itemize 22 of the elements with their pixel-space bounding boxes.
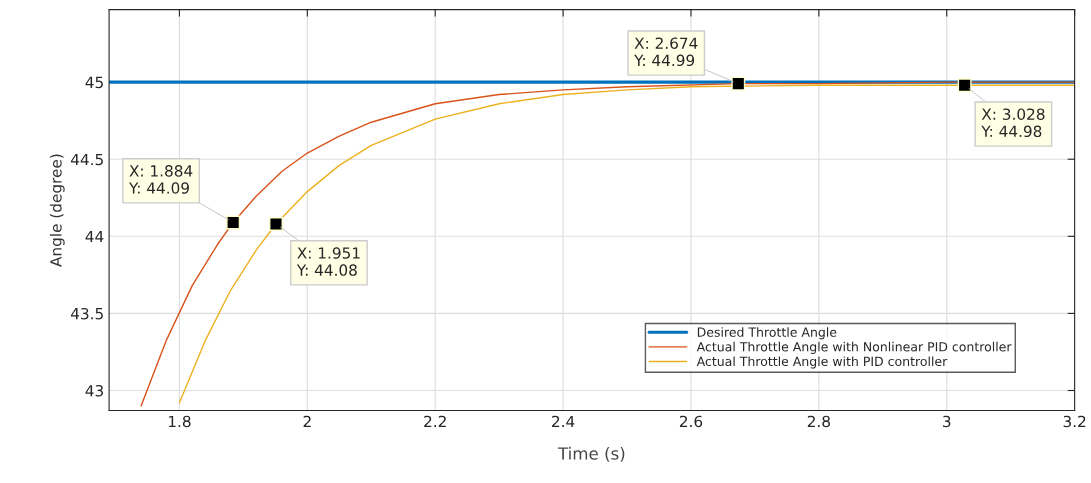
annotation: X: 1.884 Y: 44.09 xyxy=(128,165,193,194)
y-tick-label: 43 xyxy=(85,384,104,397)
x-axis-title: Time (s) xyxy=(557,446,625,462)
x-tick-label: 3 xyxy=(943,415,951,428)
x-tick-label: 2.6 xyxy=(679,415,703,428)
annotation: X: 2.674 Y: 44.99 xyxy=(634,37,698,67)
legend-label: Actual Throttle Angle with Nonlinear PID controller xyxy=(696,341,1012,354)
x-tick-label: 2.8 xyxy=(807,415,830,428)
legend-label: Desired Throttle Angle xyxy=(697,327,837,340)
annotation: X: 3.028 Y: 44.98 xyxy=(981,108,1045,138)
y-tick-label: 43.5 xyxy=(70,307,103,320)
x-tick-label: 2.2 xyxy=(424,415,446,428)
annotation: X: 1.951 Y: 44.08 xyxy=(296,247,360,276)
x-tick-label: 2.4 xyxy=(552,415,575,428)
x-tick-label: 3.2 xyxy=(1063,415,1086,428)
legend-label: Actual Throttle Angle with PID controller xyxy=(696,356,948,369)
y-axis-title: Angle (degree) xyxy=(49,154,65,267)
x-tick-label: 1.8 xyxy=(168,415,191,428)
y-tick-label: 45 xyxy=(85,76,103,89)
y-tick-label: 44 xyxy=(85,230,104,243)
x-tick-label: 2 xyxy=(303,415,311,428)
y-tick-label: 44.5 xyxy=(70,153,103,166)
